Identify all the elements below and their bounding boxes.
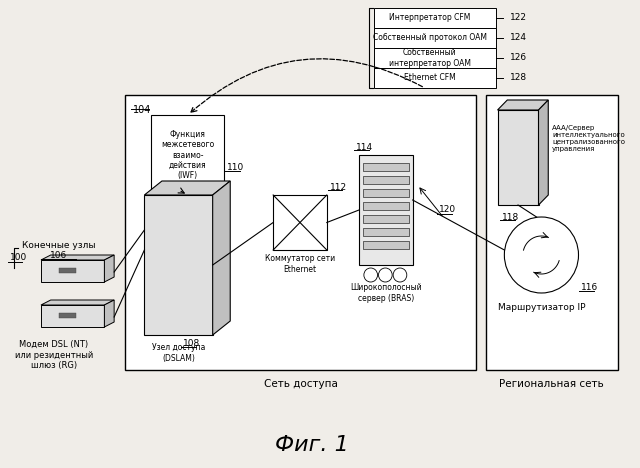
Text: 100: 100 — [10, 254, 27, 263]
Text: 120: 120 — [439, 205, 456, 214]
Circle shape — [393, 268, 407, 282]
Bar — [374, 8, 495, 28]
Polygon shape — [145, 181, 230, 195]
Bar — [374, 28, 495, 48]
Bar — [497, 110, 538, 205]
Text: 108: 108 — [184, 338, 201, 348]
Polygon shape — [212, 181, 230, 335]
Bar — [151, 115, 225, 195]
Text: Коммутатор сети
Ethernet: Коммутатор сети Ethernet — [265, 254, 335, 274]
Bar — [58, 313, 76, 318]
Text: Конечные узлы: Конечные узлы — [22, 241, 95, 249]
Bar — [125, 95, 476, 370]
Text: 116: 116 — [581, 284, 598, 292]
Text: 118: 118 — [502, 212, 520, 221]
Text: 122: 122 — [510, 14, 527, 22]
Bar — [363, 241, 409, 249]
Text: Маршрутизатор IP: Маршрутизатор IP — [498, 302, 585, 312]
Polygon shape — [41, 255, 114, 260]
Bar — [363, 202, 409, 210]
Polygon shape — [41, 260, 104, 282]
Bar — [58, 268, 76, 273]
Text: Региональная сеть: Региональная сеть — [499, 379, 604, 389]
Polygon shape — [538, 100, 548, 205]
Text: Широкополосный
сервер (BRAS): Широкополосный сервер (BRAS) — [350, 283, 422, 303]
FancyArrowPatch shape — [191, 59, 422, 112]
Bar — [374, 48, 495, 68]
Text: Модем DSL (NT)
или резидентный
шлюз (RG): Модем DSL (NT) или резидентный шлюз (RG) — [15, 340, 93, 370]
Text: 104: 104 — [132, 105, 151, 115]
Text: Сеть доступа: Сеть доступа — [264, 379, 337, 389]
Text: Функция
межсетевого
взаимо-
действия
(IWF): Функция межсетевого взаимо- действия (IW… — [161, 130, 214, 180]
Text: 106: 106 — [50, 250, 67, 259]
Polygon shape — [104, 300, 114, 327]
Circle shape — [378, 268, 392, 282]
Text: Собственный протокол OAM: Собственный протокол OAM — [372, 34, 487, 43]
Text: 128: 128 — [510, 73, 527, 82]
Bar — [363, 189, 409, 197]
Polygon shape — [145, 195, 212, 335]
Polygon shape — [41, 300, 114, 305]
Bar — [486, 95, 618, 370]
Text: 124: 124 — [510, 34, 527, 43]
Text: AAA/Сервер
интеллектуального
централизованного
управления: AAA/Сервер интеллектуального централизов… — [552, 125, 625, 152]
Text: 126: 126 — [510, 53, 527, 63]
Bar — [273, 195, 327, 250]
Text: 114: 114 — [356, 142, 373, 152]
Text: 112: 112 — [330, 183, 347, 191]
Text: Фиг. 1: Фиг. 1 — [275, 435, 349, 455]
Circle shape — [364, 268, 378, 282]
Bar — [363, 215, 409, 223]
Text: Интерпретатор CFM: Интерпретатор CFM — [389, 14, 470, 22]
Polygon shape — [104, 255, 114, 282]
Bar — [374, 68, 495, 88]
Text: Ethernet CFM: Ethernet CFM — [404, 73, 456, 82]
Text: 110: 110 — [227, 162, 244, 171]
Polygon shape — [497, 100, 548, 110]
Bar — [359, 155, 413, 265]
Polygon shape — [41, 305, 104, 327]
Bar — [363, 163, 409, 171]
Bar — [363, 176, 409, 184]
Text: Узел доступа
(DSLAM): Узел доступа (DSLAM) — [152, 344, 205, 363]
Circle shape — [504, 217, 579, 293]
Bar — [363, 228, 409, 236]
Text: Собственный
интерпретатор OAM: Собственный интерпретатор OAM — [388, 48, 471, 68]
